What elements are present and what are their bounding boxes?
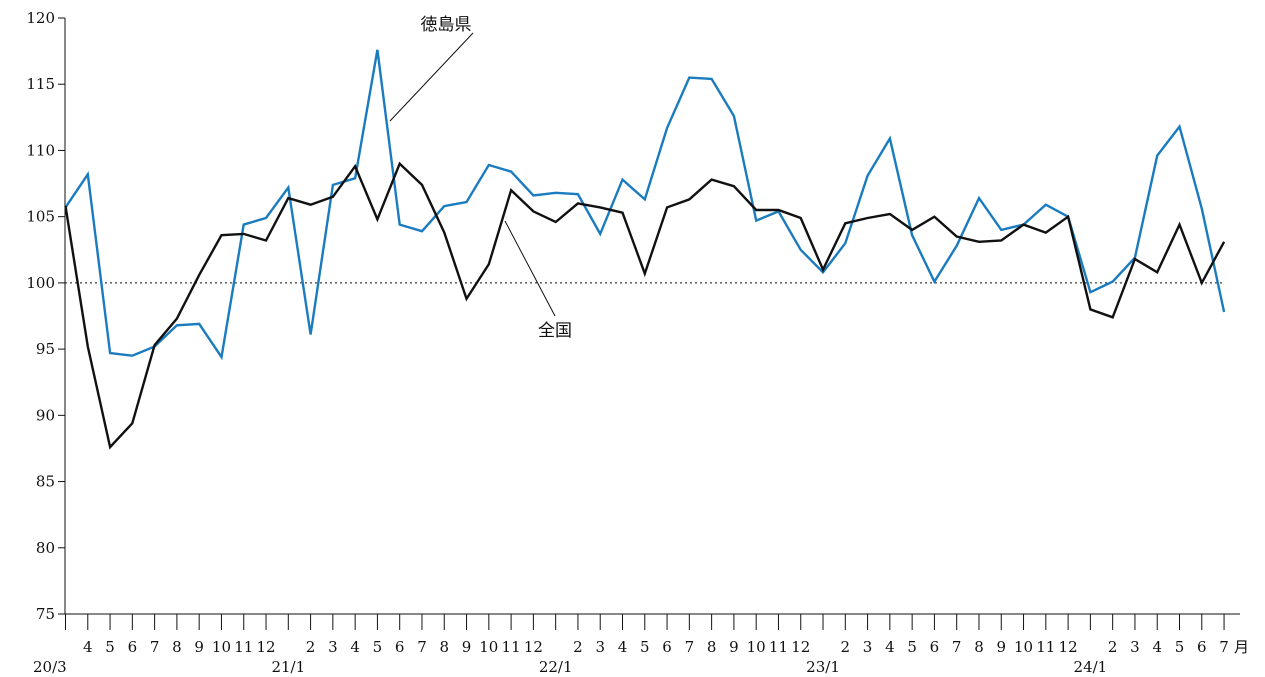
x-tick-label: 4 xyxy=(83,638,93,656)
y-tick-label: 95 xyxy=(36,340,55,358)
x-tick-label: 7 xyxy=(1219,638,1229,656)
x-tick-label: 11 xyxy=(1036,638,1055,656)
x-tick-label: 8 xyxy=(974,638,984,656)
x-tick-label: 6 xyxy=(1197,638,1207,656)
x-tick-label: 3 xyxy=(595,638,605,656)
x-tick-label: 6 xyxy=(395,638,405,656)
x-tick-label: 10 xyxy=(747,638,766,656)
x-tick-label: 7 xyxy=(685,638,695,656)
x-tick-label: 2 xyxy=(1108,638,1118,656)
x-tick-label: 7 xyxy=(150,638,160,656)
x-tick-label: 10 xyxy=(212,638,231,656)
x-tick-label: 2 xyxy=(841,638,851,656)
x-tick-label: 11 xyxy=(769,638,788,656)
x-year-label: 21/1 xyxy=(271,658,305,676)
x-tick-label: 3 xyxy=(863,638,873,656)
x-tick-label: 4 xyxy=(618,638,628,656)
x-tick-label: 5 xyxy=(907,638,917,656)
x-tick-label: 4 xyxy=(1152,638,1162,656)
x-year-label: 22/1 xyxy=(539,658,573,676)
x-tick-label: 2 xyxy=(306,638,316,656)
x-ticks: 4 5 6 7 8 9 10 11 12 2 3 4 5 6 7 8 9 10 11 12 2 3 4 5 6 7 8 9 10 11 12… xyxy=(33,614,1249,676)
y-tick-label: 75 xyxy=(36,605,55,623)
x-tick-label: 12 xyxy=(791,638,810,656)
y-tick-label: 105 xyxy=(26,208,55,226)
annotation-leader-national xyxy=(504,220,556,317)
x-tick-label: 10 xyxy=(1014,638,1033,656)
x-tick-label: 6 xyxy=(128,638,138,656)
annotation-leader-tokushima xyxy=(389,32,474,122)
y-tick-label: 80 xyxy=(36,539,55,557)
series-lines xyxy=(64,49,1226,450)
series-line-0 xyxy=(64,49,1226,361)
x-tick-label: 3 xyxy=(1130,638,1140,656)
x-tick-label: 4 xyxy=(885,638,895,656)
annotation-label-national: 全国 xyxy=(538,321,572,341)
x-tick-label: 12 xyxy=(524,638,543,656)
x-year-label: 20/3 xyxy=(33,658,67,676)
x-tick-label: 8 xyxy=(439,638,449,656)
x-tick-label: 5 xyxy=(1175,638,1185,656)
y-tick-label: 90 xyxy=(36,406,55,424)
x-tick-label: 10 xyxy=(479,638,498,656)
x-year-label: 24/1 xyxy=(1074,658,1108,676)
y-tick-label: 85 xyxy=(36,473,55,491)
x-tick-label: 7 xyxy=(952,638,962,656)
x-tick-label: 3 xyxy=(328,638,338,656)
x-tick-label: 8 xyxy=(707,638,717,656)
y-tick-label: 120 xyxy=(26,9,55,27)
x-year-label: 23/1 xyxy=(806,658,840,676)
x-tick-label: 5 xyxy=(373,638,383,656)
x-tick-label: 6 xyxy=(662,638,672,656)
annotation-label-tokushima: 徳島県 xyxy=(421,15,472,35)
x-tick-label: 8 xyxy=(172,638,182,656)
x-tick-label: 6 xyxy=(930,638,940,656)
x-tick-label: 9 xyxy=(462,638,472,656)
x-tick-label: 11 xyxy=(502,638,521,656)
x-tick-label: 5 xyxy=(640,638,650,656)
x-tick-label: 2 xyxy=(573,638,583,656)
x-tick-label: 9 xyxy=(729,638,739,656)
x-tick-label: 9 xyxy=(194,638,204,656)
x-tick-label: 12 xyxy=(1059,638,1078,656)
x-tick-label: 9 xyxy=(996,638,1006,656)
x-tick-label: 4 xyxy=(350,638,360,656)
y-ticks: 75 80 85 90 95 100 105 110 115 120 xyxy=(26,9,65,623)
x-unit-label: 月 xyxy=(1234,638,1249,656)
y-tick-label: 115 xyxy=(26,75,55,93)
x-tick-label: 12 xyxy=(256,638,275,656)
x-tick-label: 5 xyxy=(105,638,115,656)
x-tick-label: 7 xyxy=(417,638,427,656)
y-tick-label: 110 xyxy=(26,141,55,159)
y-tick-label: 100 xyxy=(26,274,55,292)
x-tick-label: 11 xyxy=(234,638,253,656)
